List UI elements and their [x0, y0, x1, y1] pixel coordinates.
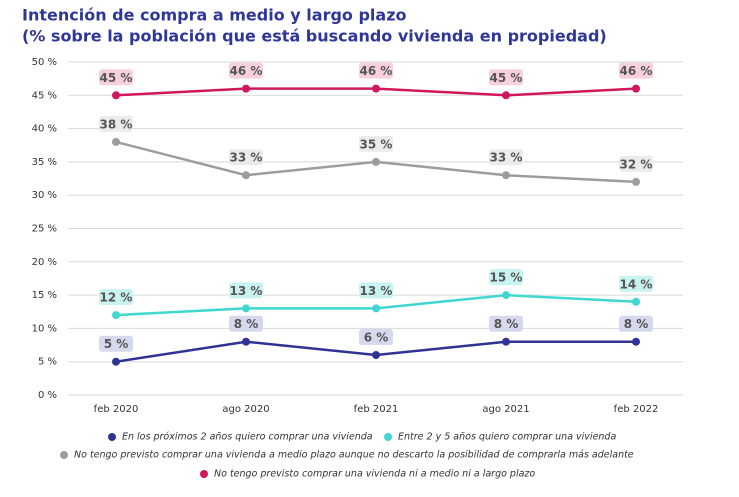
legend-label: En los próximos 2 años quiero comprar un…: [122, 432, 373, 443]
y-tick-label: 0 %: [38, 390, 57, 401]
data-point: [502, 337, 510, 346]
data-label: 5 %: [104, 337, 129, 351]
data-label: 35 %: [360, 137, 393, 151]
data-label-bg: [229, 62, 263, 79]
data-label: 33 %: [490, 151, 523, 165]
data-label-bg: [359, 329, 393, 346]
data-point: [242, 171, 250, 180]
data-label-bg: [229, 315, 263, 332]
data-label: 14 %: [620, 277, 653, 291]
data-label-bg: [99, 69, 133, 86]
data-label: 46 %: [620, 64, 653, 78]
data-point: [632, 84, 640, 93]
data-point: [632, 337, 640, 346]
data-point: [112, 91, 120, 100]
y-tick-label: 35 %: [32, 157, 57, 168]
y-tick-label: 20 %: [32, 257, 57, 268]
data-label-bg: [489, 269, 523, 286]
data-label: 46 %: [360, 64, 393, 78]
data-label-bg: [619, 315, 653, 332]
data-point: [632, 297, 640, 306]
data-label: 46 %: [230, 64, 263, 78]
data-point: [242, 84, 250, 93]
legend-label: Entre 2 y 5 años quiero comprar una vivi…: [398, 432, 616, 443]
data-label: 33 %: [230, 151, 263, 165]
data-label: 12 %: [100, 291, 133, 305]
data-label: 45 %: [100, 71, 133, 85]
data-point: [372, 157, 380, 166]
data-point: [242, 304, 250, 313]
legend-label: No tengo previsto comprar una vivienda n…: [214, 469, 535, 480]
data-point: [112, 137, 120, 146]
data-label: 8 %: [234, 317, 259, 331]
data-point: [502, 171, 510, 180]
data-label-bg: [99, 289, 133, 306]
data-label-bg: [229, 149, 263, 166]
data-label-bg: [99, 115, 133, 132]
legend-marker: [200, 470, 208, 478]
data-point: [112, 357, 120, 366]
legend-marker: [384, 433, 392, 441]
y-tick-label: 10 %: [32, 323, 57, 334]
data-label: 8 %: [624, 317, 649, 331]
y-tick-label: 40 %: [32, 124, 57, 135]
y-tick-label: 25 %: [32, 224, 57, 235]
data-point: [502, 91, 510, 100]
data-label-bg: [619, 62, 653, 79]
x-tick-label: feb 2021: [354, 404, 399, 415]
data-label-bg: [359, 62, 393, 79]
legend-marker: [108, 433, 116, 441]
x-tick-label: ago 2020: [222, 404, 269, 415]
data-label: 13 %: [360, 284, 393, 298]
data-label-bg: [489, 149, 523, 166]
y-tick-label: 50 %: [32, 57, 57, 68]
y-tick-label: 45 %: [32, 90, 57, 101]
y-tick-label: 30 %: [32, 190, 57, 201]
x-tick-label: feb 2020: [94, 404, 139, 415]
data-label: 32 %: [620, 157, 653, 171]
x-tick-label: ago 2021: [482, 404, 529, 415]
data-point: [372, 304, 380, 313]
y-tick-label: 5 %: [38, 357, 57, 368]
data-point: [372, 84, 380, 93]
data-label: 45 %: [490, 71, 523, 85]
data-label: 6 %: [364, 331, 389, 345]
x-tick-label: feb 2022: [614, 404, 659, 415]
data-label-bg: [359, 282, 393, 299]
chart-title: Intención de compra a medio y largo plaz…: [22, 6, 407, 25]
data-point: [632, 177, 640, 186]
data-point: [112, 311, 120, 320]
y-tick-label: 15 %: [32, 290, 57, 301]
chart-subtitle: (% sobre la población que está buscando …: [22, 27, 607, 46]
data-label: 8 %: [494, 317, 519, 331]
data-label: 15 %: [490, 271, 523, 285]
legend-label: No tengo previsto comprar una vivienda a…: [74, 450, 634, 461]
legend-marker: [60, 451, 68, 459]
data-label-bg: [489, 69, 523, 86]
data-label: 13 %: [230, 284, 263, 298]
data-label-bg: [619, 275, 653, 292]
data-label-bg: [489, 315, 523, 332]
data-point: [502, 291, 510, 300]
data-label-bg: [229, 282, 263, 299]
data-label-bg: [619, 155, 653, 172]
data-point: [372, 351, 380, 360]
data-label-bg: [359, 135, 393, 152]
data-label-bg: [99, 335, 133, 352]
data-point: [242, 337, 250, 346]
data-label: 38 %: [100, 117, 133, 131]
